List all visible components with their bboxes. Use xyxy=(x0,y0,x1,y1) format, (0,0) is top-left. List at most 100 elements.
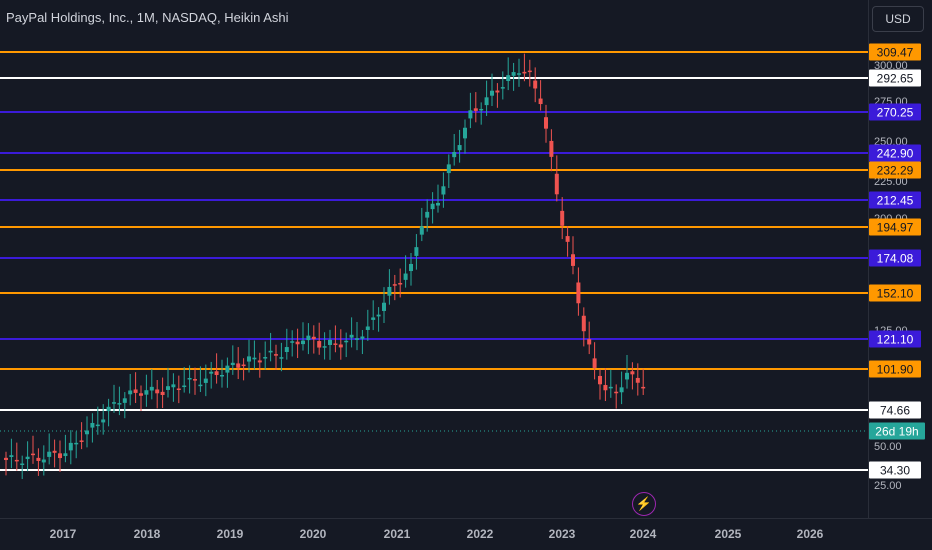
currency-button[interactable]: USD xyxy=(872,6,924,32)
level-price-label: 121.10 xyxy=(869,330,921,348)
candle-body xyxy=(36,457,41,461)
candle-body xyxy=(198,384,203,387)
candle-body xyxy=(371,317,376,320)
price-axis-separator xyxy=(868,0,869,518)
candle-body xyxy=(295,341,300,345)
candle-body xyxy=(500,87,505,89)
candle-body xyxy=(182,385,187,388)
candle-body xyxy=(225,365,230,373)
candle-body xyxy=(247,356,251,362)
candle-body xyxy=(279,357,284,359)
candle-body xyxy=(311,336,316,340)
candle-body xyxy=(457,145,462,151)
level-price-label: 270.25 xyxy=(869,103,921,121)
candle-body xyxy=(31,453,35,456)
candle-body xyxy=(479,108,484,111)
candle-body xyxy=(220,374,224,377)
candle-body xyxy=(527,70,532,73)
candle-body xyxy=(122,398,127,403)
candle-body xyxy=(635,377,640,383)
candle-body xyxy=(63,453,68,457)
candle-body xyxy=(608,386,613,389)
candle-body xyxy=(349,334,354,338)
candle-body xyxy=(9,455,14,457)
candle-body xyxy=(414,247,419,256)
candle-body xyxy=(257,360,262,363)
candle-body xyxy=(301,340,305,345)
candle-body xyxy=(619,387,624,393)
level-price-label: 194.97 xyxy=(869,218,921,236)
level-price-label: 292.65 xyxy=(869,69,921,87)
year-label: 2017 xyxy=(49,527,77,541)
candle-body xyxy=(263,357,268,359)
candle-body xyxy=(101,419,106,423)
candle-body xyxy=(160,391,165,395)
candle-body xyxy=(581,315,586,332)
candle-body xyxy=(47,451,52,457)
candle-body xyxy=(517,73,521,75)
candle-body xyxy=(85,430,89,435)
candle-body xyxy=(425,211,430,218)
candle-body xyxy=(230,362,235,366)
candle-body xyxy=(58,453,62,459)
candle-body xyxy=(382,302,386,311)
candle-body xyxy=(112,402,116,404)
candle-body xyxy=(409,263,413,272)
price-tick: 25.00 xyxy=(874,480,902,492)
year-label: 2021 xyxy=(383,527,411,541)
time-axis-separator xyxy=(0,518,932,519)
candle-body xyxy=(268,350,273,353)
candle-body xyxy=(403,273,408,280)
candle-body xyxy=(306,335,311,341)
candle-body xyxy=(522,71,527,74)
year-label: 2020 xyxy=(299,527,327,541)
candle-body xyxy=(468,110,473,119)
candle-body xyxy=(571,254,575,266)
candle-body xyxy=(128,390,133,395)
lightning-bolt-icon[interactable]: ⚡ xyxy=(632,492,656,516)
candle-body xyxy=(144,390,149,395)
candle-body xyxy=(90,422,95,428)
level-price-label: 74.66 xyxy=(869,401,921,419)
candle-body xyxy=(614,391,619,394)
candle-body xyxy=(209,371,214,374)
candle-body xyxy=(214,371,219,376)
candle-body xyxy=(592,358,597,368)
price-tick: 225.00 xyxy=(874,176,908,188)
candle-body xyxy=(436,202,440,206)
level-price-label: 34.30 xyxy=(869,461,921,479)
year-label: 2018 xyxy=(133,527,161,541)
candle-body xyxy=(193,379,197,381)
candle-body xyxy=(376,314,381,317)
candle-body xyxy=(106,406,111,412)
candle-body xyxy=(20,463,25,466)
candle-body xyxy=(387,286,392,296)
price-tick: 300.00 xyxy=(874,60,908,72)
candle-body xyxy=(576,282,581,304)
candles xyxy=(4,53,646,480)
candle-body xyxy=(565,236,570,242)
candle-body xyxy=(74,442,79,445)
candle-body xyxy=(495,90,500,93)
year-label: 2024 xyxy=(629,527,657,541)
year-label: 2023 xyxy=(548,527,576,541)
candle-body xyxy=(317,341,322,348)
candle-body xyxy=(446,164,451,174)
candle-body xyxy=(560,210,565,226)
candle-body xyxy=(52,450,57,453)
candle-body xyxy=(538,98,543,105)
candle-body xyxy=(490,90,494,96)
level-price-label: 242.90 xyxy=(869,144,921,162)
candle-body xyxy=(452,152,457,158)
candle-body xyxy=(355,338,359,340)
candle-body xyxy=(641,386,646,389)
candle-body xyxy=(392,284,397,286)
candle-body xyxy=(171,384,176,388)
candle-body xyxy=(630,371,635,375)
candle-body xyxy=(274,354,278,356)
candle-body xyxy=(463,127,467,139)
candle-body xyxy=(79,440,84,442)
level-price-label: 101.90 xyxy=(869,360,921,378)
candle-body xyxy=(344,340,349,343)
